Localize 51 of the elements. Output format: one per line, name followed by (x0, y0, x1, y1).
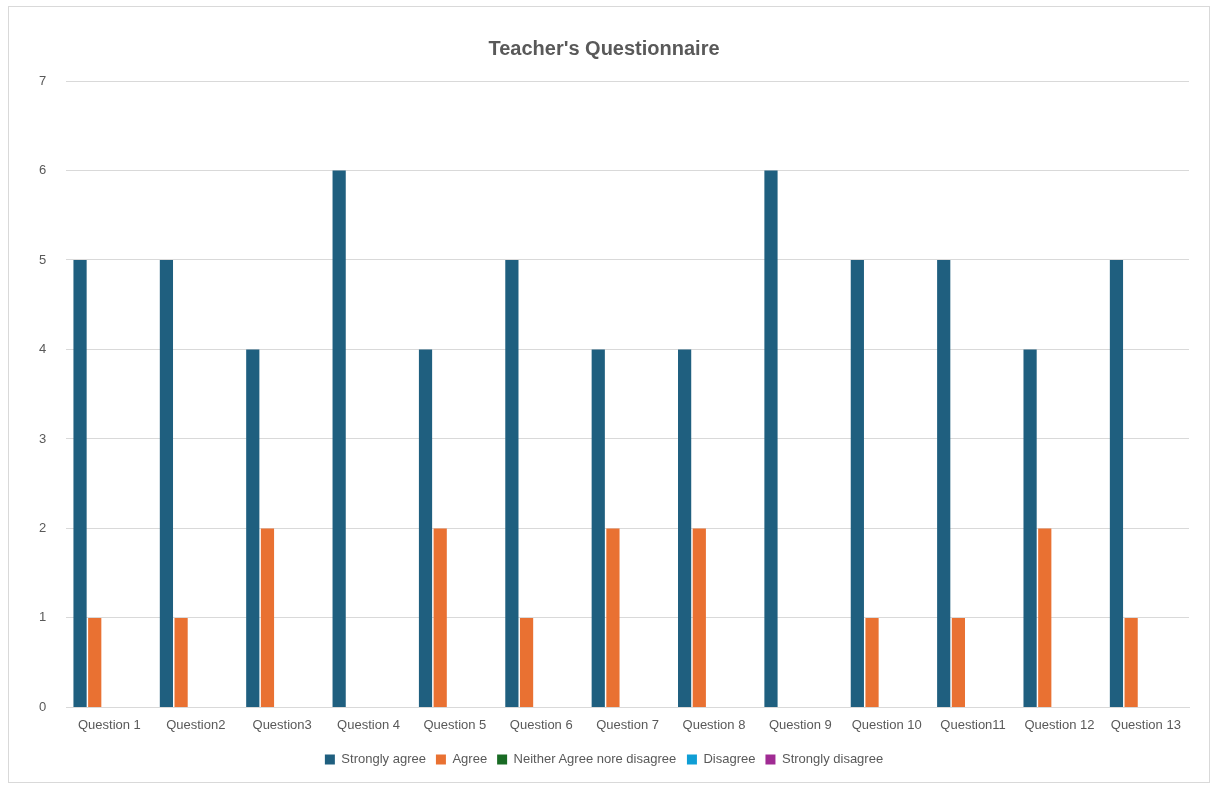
chart-title: Teacher's Questionnaire (488, 36, 720, 59)
bar (865, 617, 879, 707)
bar (937, 259, 951, 707)
x-tick-label: Question 10 (851, 716, 922, 732)
bar (88, 617, 102, 707)
x-tick-label: Question11 (940, 716, 1006, 732)
bar (764, 170, 778, 707)
y-tick-label: 4 (39, 341, 47, 357)
bar (418, 349, 433, 707)
legend-label: Strongly agree (341, 751, 426, 767)
x-tick-label: Question3 (252, 716, 312, 732)
y-tick-label: 7 (39, 72, 47, 88)
y-tick-label: 6 (39, 162, 47, 178)
y-tick-label: 5 (39, 251, 47, 267)
y-tick-label: 0 (39, 698, 47, 714)
x-tick-label: Question 9 (768, 716, 832, 732)
bar (505, 259, 519, 707)
x-tick-label: Question2 (166, 716, 226, 732)
bar (246, 349, 260, 707)
bar (850, 259, 864, 707)
x-tick-label: Question 1 (77, 716, 141, 732)
y-tick-label: 1 (39, 609, 47, 625)
x-tick-label: Question 12 (1024, 716, 1095, 732)
bar (692, 528, 706, 707)
legend-label: Disagree (703, 751, 756, 767)
bar (519, 617, 534, 707)
y-tick-label: 2 (39, 520, 47, 536)
bar (1038, 528, 1052, 707)
x-tick-label: Question 5 (423, 716, 487, 732)
bar (174, 617, 188, 707)
bar (332, 170, 346, 707)
bar (433, 528, 447, 707)
x-tick-label: Question 7 (596, 716, 660, 732)
bar (606, 528, 620, 707)
legend-label: Agree (452, 751, 488, 767)
bar (159, 259, 174, 707)
legend-label: Neither Agree nore disagree (513, 751, 677, 767)
y-tick-label: 3 (39, 430, 47, 446)
legend-label: Strongly disagree (781, 751, 884, 767)
x-tick-label: Question 4 (337, 716, 400, 732)
bar (591, 349, 605, 707)
bar (1124, 617, 1138, 707)
bar (73, 259, 87, 707)
bar (951, 617, 966, 707)
bar (1109, 259, 1124, 707)
x-tick-label: Question 6 (509, 716, 573, 732)
x-tick-label: Question 13 (1110, 716, 1181, 732)
bar (1023, 349, 1037, 707)
bar (260, 528, 275, 707)
bar (678, 349, 692, 707)
x-tick-label: Question 8 (682, 716, 746, 732)
